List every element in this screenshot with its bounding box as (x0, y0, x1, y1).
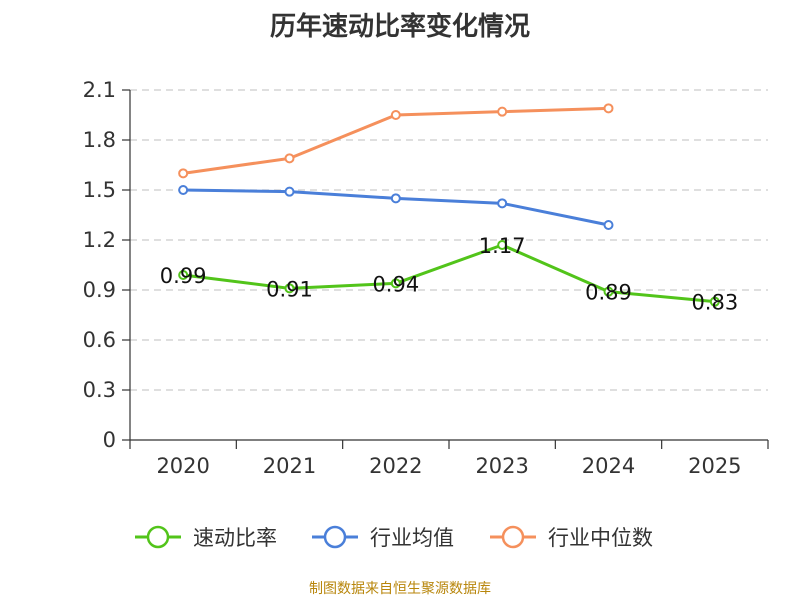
y-tick-label: 0.3 (83, 378, 116, 402)
data-point (603, 220, 614, 230)
y-tick-label: 0 (103, 428, 116, 452)
y-tick-label: 1.5 (83, 178, 116, 202)
data-point (497, 106, 508, 117)
grid-lines (130, 89, 768, 391)
data-point (603, 286, 614, 297)
x-tick-label: 2022 (369, 454, 422, 478)
data-point (390, 193, 401, 204)
data-labels: 0.99 0.91 0.94 1.17 0.89 0.83 (160, 234, 738, 315)
legend-marker (146, 525, 170, 549)
legend-marker (501, 525, 525, 549)
x-tick-label: 2024 (582, 454, 635, 478)
x-tick-label: 2025 (688, 454, 741, 478)
data-label: 0.94 (372, 272, 419, 296)
data-point (390, 110, 401, 120)
y-tick-label: 0.6 (83, 328, 116, 352)
data-point (603, 103, 614, 114)
source-note: 制图数据来自恒生聚源数据库 (309, 581, 491, 597)
axes: 0 0.3 0.6 0.9 1.2 1.5 1.8 2.1 2020 2021 2022 2023 20… (83, 78, 769, 478)
y-tick-label: 2.1 (83, 78, 116, 102)
y-tick-label: 1.2 (83, 228, 116, 252)
data-point (178, 168, 189, 179)
legend-label: 行业均值 (370, 526, 454, 550)
data-point (709, 296, 720, 307)
data-label: 0.91 (266, 277, 313, 301)
legend-label: 行业中位数 (548, 526, 653, 550)
data-point (284, 186, 295, 197)
series-lines (178, 103, 720, 307)
data-point (497, 198, 508, 209)
data-point (284, 153, 295, 164)
y-tick-label: 0.9 (83, 278, 116, 302)
data-point (497, 240, 508, 250)
legend: 速动比率 行业均值 行业中位数 (135, 525, 653, 550)
series-line-1 (182, 243, 715, 304)
legend-marker (323, 525, 347, 549)
data-point (178, 270, 189, 280)
data-label: 0.89 (585, 281, 632, 305)
data-point (178, 185, 189, 195)
data-label: 0.99 (160, 264, 207, 288)
data-point (390, 278, 401, 289)
data-point (284, 283, 295, 294)
data-label: 1.17 (479, 234, 526, 258)
x-tick-label: 2021 (263, 454, 316, 478)
data-label: 0.83 (691, 291, 738, 315)
legend-label: 速动比率 (193, 526, 277, 550)
chart-title: 历年速动比率变化情况 (269, 12, 530, 42)
y-tick-label: 1.8 (83, 128, 116, 152)
x-tick-label: 2023 (475, 454, 528, 478)
x-tick-label: 2020 (156, 454, 209, 478)
